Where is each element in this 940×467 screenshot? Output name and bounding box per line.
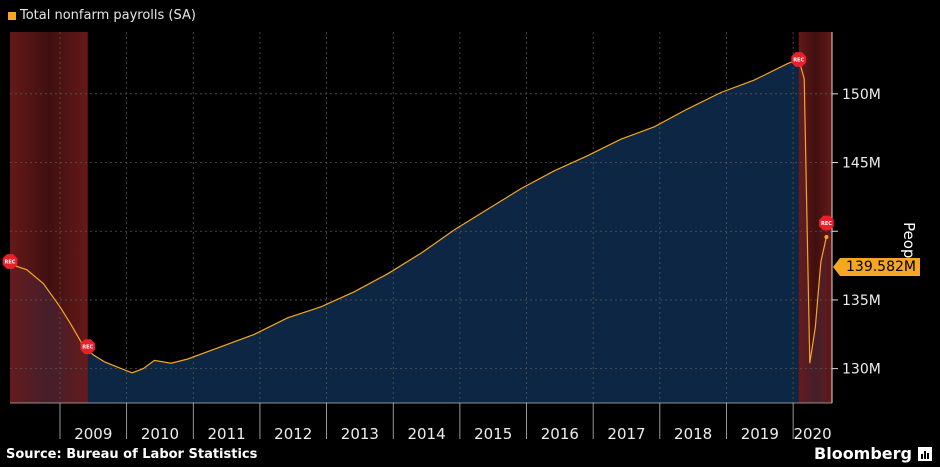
- bloomberg-terminal-icon: [918, 447, 932, 461]
- legend-label: Total nonfarm payrolls (SA): [20, 8, 196, 23]
- x-tick-label: 2012: [274, 425, 312, 443]
- x-tick-label: 2011: [208, 425, 246, 443]
- recession-marker-1: [2, 254, 18, 269]
- x-tick-label: 2018: [674, 425, 712, 443]
- y-tick-label: 130M: [842, 362, 881, 378]
- recession-marker-4: [819, 215, 834, 231]
- recession-marker-label: REC: [821, 221, 832, 227]
- x-tick-label: 2020: [793, 425, 831, 443]
- x-tick-label: 2015: [474, 425, 512, 443]
- y-tick-label: 145M: [842, 156, 881, 172]
- recession-marker-label: REC: [82, 345, 93, 351]
- y-tick-label: 150M: [842, 87, 881, 103]
- source-note: Source: Bureau of Labor Statistics: [6, 447, 258, 462]
- legend-swatch: [8, 11, 16, 20]
- x-tick-label: 2013: [341, 425, 379, 443]
- x-tick-label: 2014: [407, 425, 445, 443]
- recession-marker-label: REC: [5, 259, 16, 265]
- last-value-badge: 139.582M: [833, 258, 920, 276]
- recession-band-1: [10, 32, 88, 403]
- legend: Total nonfarm payrolls (SA): [8, 8, 196, 23]
- x-tick-label: 2016: [541, 425, 579, 443]
- x-tick-label: 2017: [607, 425, 645, 443]
- recession-marker-2: [80, 339, 96, 355]
- brand-logo: Bloomberg: [814, 444, 912, 463]
- x-tick-label: 2009: [74, 425, 112, 443]
- recession-marker-3: [791, 52, 807, 67]
- series-line: [9, 58, 827, 374]
- recession-marker-label: REC: [793, 57, 804, 63]
- y-tick-label: 135M: [842, 293, 881, 309]
- x-tick-label: 2019: [741, 425, 779, 443]
- series-area: [10, 59, 827, 403]
- x-tick-label: 2010: [141, 425, 179, 443]
- last-value-point: [824, 234, 829, 239]
